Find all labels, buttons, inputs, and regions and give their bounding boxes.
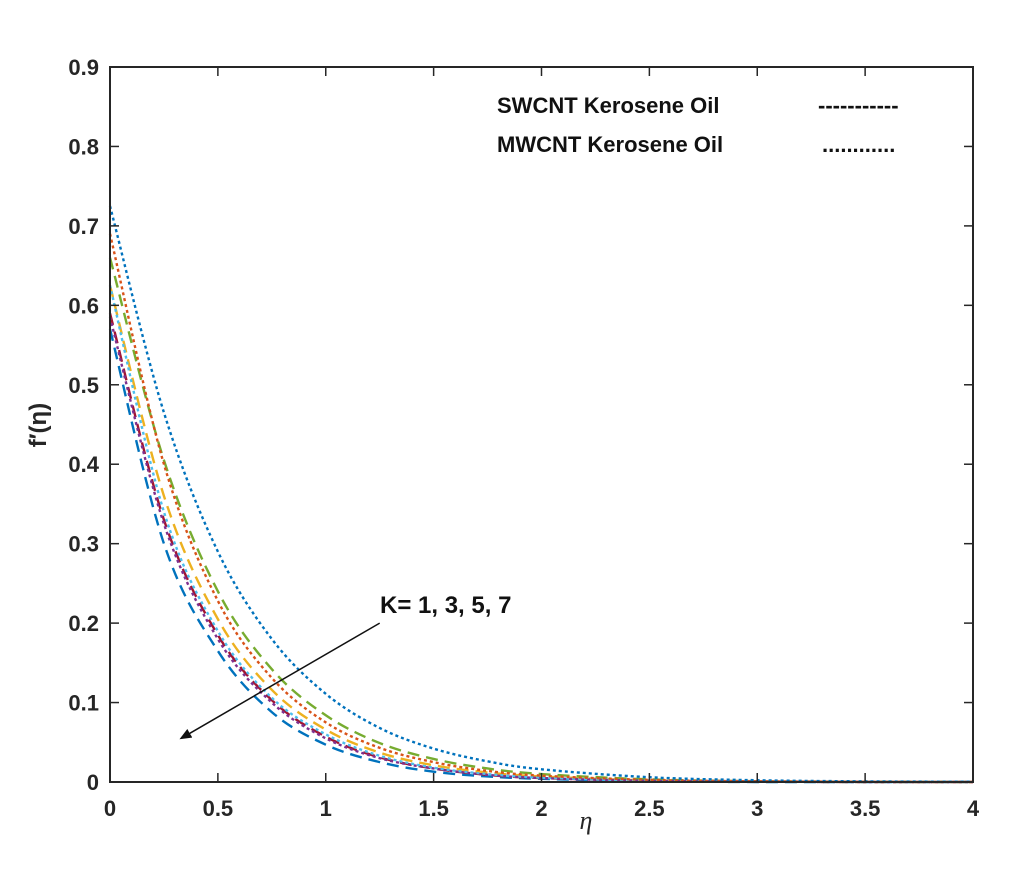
x-tick-label: 1 [320, 796, 332, 821]
x-tick-label: 3 [751, 796, 763, 821]
y-tick-label: 0.1 [68, 691, 99, 716]
legend-label-mwcnt: MWCNT Kerosene Oil [497, 132, 723, 157]
x-tick-label: 2.5 [634, 796, 665, 821]
legend: SWCNT Kerosene Oil ----------- MWCNT Ker… [497, 93, 899, 157]
x-axis-label: η [580, 806, 593, 835]
annotation-arrow [179, 622, 381, 740]
y-tick-label: 0.3 [68, 532, 99, 557]
x-tick-label: 2 [535, 796, 547, 821]
annotation: K= 1, 3, 5, 7 [179, 592, 511, 740]
series-line-1 [108, 328, 973, 784]
y-tick-label: 0.7 [68, 214, 99, 239]
y-tick-label: 0.6 [68, 293, 99, 318]
y-tick-label: 0.8 [68, 134, 99, 159]
x-tick-label: 4 [967, 796, 980, 821]
legend-sample-mwcnt: ............ [822, 132, 895, 157]
series-line-6 [108, 285, 974, 784]
y-tick-label: 0.2 [68, 611, 99, 636]
x-tick-label: 0.5 [203, 796, 234, 821]
legend-sample-swcnt: ----------- [818, 93, 899, 118]
y-tick-label: 0.9 [68, 55, 99, 80]
series-line-4 [108, 257, 974, 784]
series-line-8 [108, 205, 974, 783]
x-tick-label: 0 [104, 796, 116, 821]
plot-area [110, 67, 973, 782]
ticks-layer: 0 0.5 1 1.5 2 2.5 3 3.5 4 0 0.1 0.2 0.3 0.4 0.5 0.6 0.7 0… [68, 55, 979, 821]
plot-frame [109, 66, 974, 783]
y-tick-label: 0.4 [68, 452, 99, 477]
y-axis-label: f′(η) [25, 403, 52, 447]
y-tick-label: 0.5 [68, 373, 99, 398]
annotation-text: K= 1, 3, 5, 7 [380, 592, 511, 619]
x-tick-label: 1.5 [418, 796, 449, 821]
x-tick-label: 3.5 [850, 796, 881, 821]
legend-label-swcnt: SWCNT Kerosene Oil [497, 93, 719, 118]
y-tick-label: 0 [87, 770, 99, 795]
